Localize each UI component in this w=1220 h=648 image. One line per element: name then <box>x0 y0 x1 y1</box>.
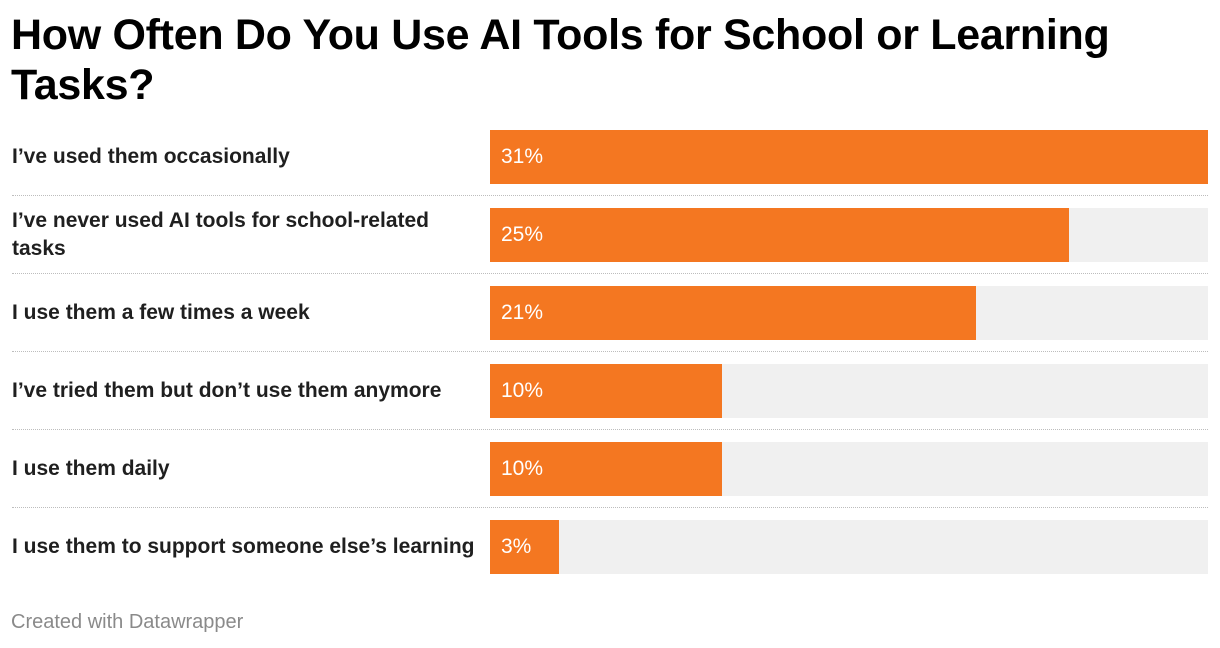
bar-value-label: 31% <box>501 145 544 168</box>
row-divider <box>12 195 1208 196</box>
bar-value-label: 10% <box>501 379 544 402</box>
category-label: I’ve tried them but don’t use them anymo… <box>12 379 442 402</box>
bar-track: 21% <box>490 286 1208 340</box>
bar-track: 10% <box>490 442 1208 496</box>
bar <box>490 520 559 574</box>
chart-title: How Often Do You Use AI Tools for School… <box>11 11 1110 109</box>
bar <box>490 442 722 496</box>
bar-value-label: 10% <box>501 457 544 480</box>
bar-row: I’ve used them occasionally 31% <box>0 130 1220 184</box>
bar-track: 25% <box>490 208 1208 262</box>
bar-row: I use them a few times a week 21% <box>0 286 1220 340</box>
row-divider <box>12 429 1208 430</box>
category-label: I’ve used them occasionally <box>12 145 290 168</box>
bar <box>490 208 1069 262</box>
bar-track: 10% <box>490 364 1208 418</box>
bar-row: I’ve never used AI tools for school-rela… <box>0 208 1220 262</box>
bar <box>490 286 976 340</box>
bar-track: 31% <box>490 130 1208 184</box>
bar-value-label: 25% <box>501 223 544 246</box>
bar-track: 3% <box>490 520 1208 574</box>
bar-chart: I’ve used them occasionally 31% I’ve never… <box>0 130 1220 574</box>
category-label: I’ve never used AI tools for school-rela… <box>12 209 429 260</box>
bar-row: I’ve tried them but don’t use them anymo… <box>0 364 1220 418</box>
bar-row: I use them daily 10% <box>0 442 1220 496</box>
category-label: I use them to support someone else’s lea… <box>12 535 475 558</box>
row-divider <box>12 507 1208 508</box>
bar <box>490 130 1208 184</box>
bar <box>490 364 722 418</box>
row-divider <box>12 273 1208 274</box>
bar-row: I use them to support someone else’s lea… <box>0 520 1220 574</box>
datawrapper-credit: Created with Datawrapper <box>11 611 244 633</box>
bar-value-label: 21% <box>501 301 544 324</box>
row-divider <box>12 351 1208 352</box>
bar-value-label: 3% <box>501 535 532 558</box>
category-label: I use them a few times a week <box>12 301 310 324</box>
category-label: I use them daily <box>12 457 170 480</box>
